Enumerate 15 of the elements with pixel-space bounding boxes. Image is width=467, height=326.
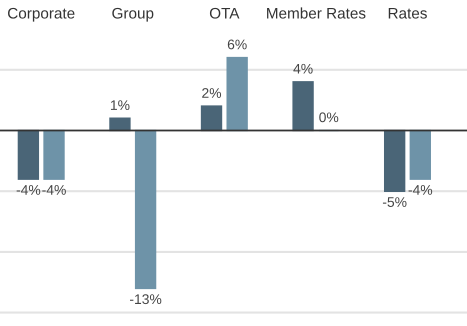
data-label: 6% xyxy=(228,40,247,50)
data-label: 1% xyxy=(110,100,130,110)
data-label: -5% xyxy=(382,197,407,207)
x-tick-label: OTA xyxy=(210,8,240,19)
data-label: -13% xyxy=(130,294,162,304)
data-label: 0% xyxy=(319,112,338,122)
x-tick-label: Corporate xyxy=(8,8,74,22)
data-label: -4% xyxy=(16,185,40,195)
data-label: -4% xyxy=(408,185,432,195)
data-label: 4% xyxy=(293,64,313,74)
x-tick-label: Rates xyxy=(388,8,427,19)
data-label: -4% xyxy=(42,185,66,195)
data-label: 2% xyxy=(202,88,222,98)
x-tick-label: Group xyxy=(112,8,154,22)
x-tick-label: Member Rates xyxy=(267,7,366,19)
